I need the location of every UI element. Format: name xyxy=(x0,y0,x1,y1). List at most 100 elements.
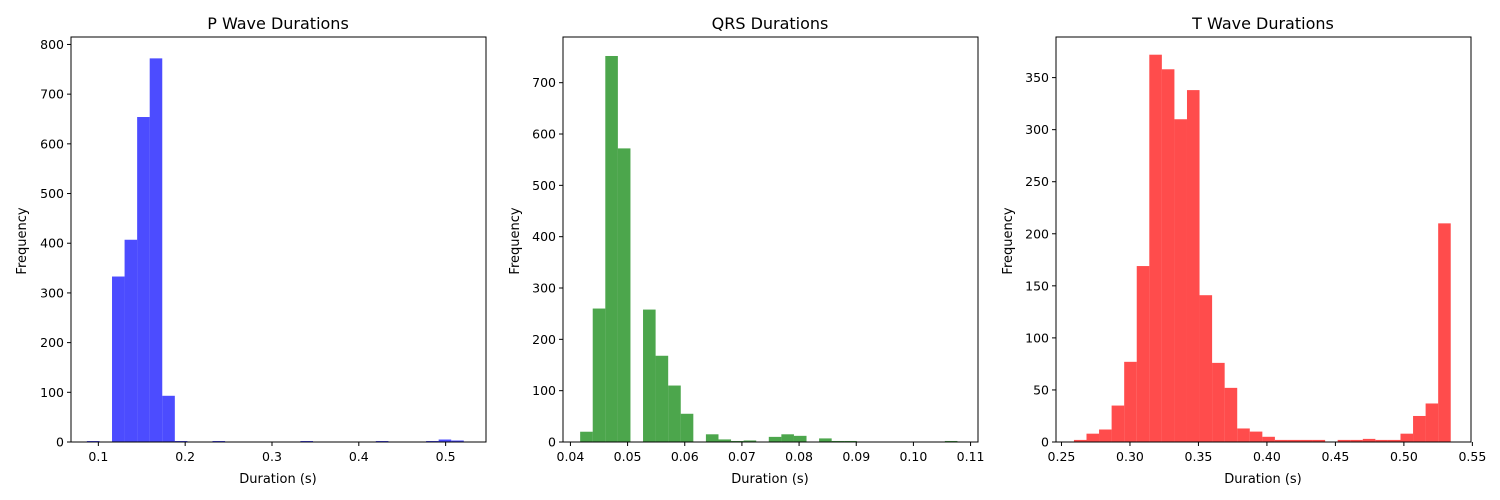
histogram-bar xyxy=(1400,433,1414,442)
histogram-bar xyxy=(149,58,163,443)
histogram-bar xyxy=(643,309,656,442)
axis-ticks: 0.1 0.2 0.3 0.4 0.5 0 100 200 300 400 500 600 700 800 xyxy=(40,37,455,464)
histogram-bar xyxy=(1337,439,1351,442)
y-tick-label: 200 xyxy=(532,332,556,347)
x-tick-label: 0.55 xyxy=(1458,449,1486,464)
histogram-bar xyxy=(705,434,719,442)
histogram-bar xyxy=(743,440,757,442)
histogram-bar xyxy=(451,440,464,442)
chart-title: QRS Durations xyxy=(712,14,829,33)
histogram-bar xyxy=(1438,223,1451,442)
histogram-bar xyxy=(137,117,150,442)
histogram-bar xyxy=(731,440,744,442)
histogram-bar xyxy=(1199,295,1213,442)
p-wave-histogram-panel: P Wave Durations Duration (s) Frequency … xyxy=(15,14,487,487)
x-tick-label: 0.10 xyxy=(899,449,927,464)
x-tick-label: 0.11 xyxy=(957,449,985,464)
histogram-bar xyxy=(668,385,681,442)
histogram-bar xyxy=(112,276,125,442)
histogram-bar xyxy=(1387,439,1401,442)
y-tick-label: 350 xyxy=(1025,70,1049,85)
histogram-bar xyxy=(1350,439,1363,442)
x-tick-label: 0.30 xyxy=(1116,449,1144,464)
x-tick-label: 0.4 xyxy=(349,449,369,464)
histogram-bar xyxy=(1312,439,1326,442)
histogram-bar xyxy=(1262,436,1275,442)
histogram-bar xyxy=(1362,438,1376,442)
chart-title: T Wave Durations xyxy=(1191,14,1334,33)
x-tick-label: 0.50 xyxy=(1390,449,1418,464)
y-tick-label: 800 xyxy=(40,37,64,52)
y-tick-label: 500 xyxy=(532,178,556,193)
histogram-bar xyxy=(580,431,593,442)
plot-area-frame xyxy=(562,36,979,443)
histogram-bar xyxy=(438,439,452,442)
histogram-bar xyxy=(1099,429,1112,442)
histogram-bar xyxy=(655,355,669,442)
x-axis-label: Duration (s) xyxy=(1224,472,1302,487)
histogram-bar xyxy=(1375,439,1388,442)
y-tick-label: 200 xyxy=(1025,226,1049,241)
y-axis-label: Frequency xyxy=(15,207,30,274)
histogram-bars xyxy=(1073,54,1451,442)
histogram-bar xyxy=(605,55,618,443)
chart-title: P Wave Durations xyxy=(207,14,349,33)
x-axis-label: Duration (s) xyxy=(239,472,317,487)
plot-area-frame xyxy=(1055,36,1472,443)
histogram-bar xyxy=(781,434,794,442)
x-tick-label: 0.40 xyxy=(1253,449,1281,464)
histogram-bar xyxy=(1249,431,1263,442)
y-tick-label: 100 xyxy=(532,383,556,398)
axis-ticks: 0.25 0.30 0.35 0.40 0.45 0.50 0.55 0 50 100 150 200… xyxy=(1025,70,1486,464)
y-tick-label: 700 xyxy=(532,75,556,90)
y-tick-label: 0 xyxy=(548,435,556,450)
y-tick-label: 150 xyxy=(1025,278,1049,293)
y-tick-label: 250 xyxy=(1025,174,1049,189)
x-tick-label: 0.5 xyxy=(436,449,456,464)
histogram-bar xyxy=(1224,387,1238,442)
histogram-bar xyxy=(1212,362,1225,442)
histogram-bar xyxy=(162,395,175,442)
y-tick-label: 300 xyxy=(1025,122,1049,137)
histogram-bar xyxy=(793,435,807,442)
histogram-bar xyxy=(617,148,631,442)
histogram-bar xyxy=(1237,428,1250,442)
y-tick-label: 100 xyxy=(40,385,64,400)
histogram-bar xyxy=(1124,361,1137,442)
histogram-bar xyxy=(944,440,958,442)
histogram-bar xyxy=(1186,90,1200,442)
x-tick-label: 0.05 xyxy=(614,449,642,464)
y-tick-label: 600 xyxy=(40,136,64,151)
x-tick-label: 0.3 xyxy=(262,449,282,464)
x-axis-label: Duration (s) xyxy=(731,472,809,487)
histogram-bar xyxy=(831,440,845,442)
y-tick-label: 100 xyxy=(1025,330,1049,345)
y-axis-label: Frequency xyxy=(508,207,523,274)
x-tick-label: 0.2 xyxy=(175,449,195,464)
histogram-bar xyxy=(1086,433,1100,442)
y-tick-label: 0 xyxy=(1041,435,1049,450)
x-tick-label: 0.35 xyxy=(1185,449,1213,464)
y-tick-label: 600 xyxy=(532,127,556,142)
histogram-bar xyxy=(1300,439,1313,442)
histogram-bar xyxy=(844,440,857,442)
histogram-bar xyxy=(1287,439,1301,442)
x-tick-label: 0.09 xyxy=(842,449,870,464)
y-tick-label: 500 xyxy=(40,186,64,201)
y-tick-label: 200 xyxy=(40,335,64,350)
histogram-bar xyxy=(1161,69,1175,442)
y-tick-label: 700 xyxy=(40,87,64,102)
histogram-bar xyxy=(1425,403,1439,442)
y-tick-label: 400 xyxy=(532,229,556,244)
histogram-bar xyxy=(1274,439,1288,442)
histogram-bar xyxy=(1149,54,1162,442)
x-tick-label: 0.06 xyxy=(671,449,699,464)
x-tick-label: 0.08 xyxy=(785,449,813,464)
histogram-bar xyxy=(1413,415,1426,442)
y-tick-label: 300 xyxy=(532,281,556,296)
histogram-bar xyxy=(768,436,782,442)
y-tick-label: 300 xyxy=(40,285,64,300)
histogram-bar xyxy=(680,413,694,442)
x-tick-label: 0.07 xyxy=(728,449,756,464)
